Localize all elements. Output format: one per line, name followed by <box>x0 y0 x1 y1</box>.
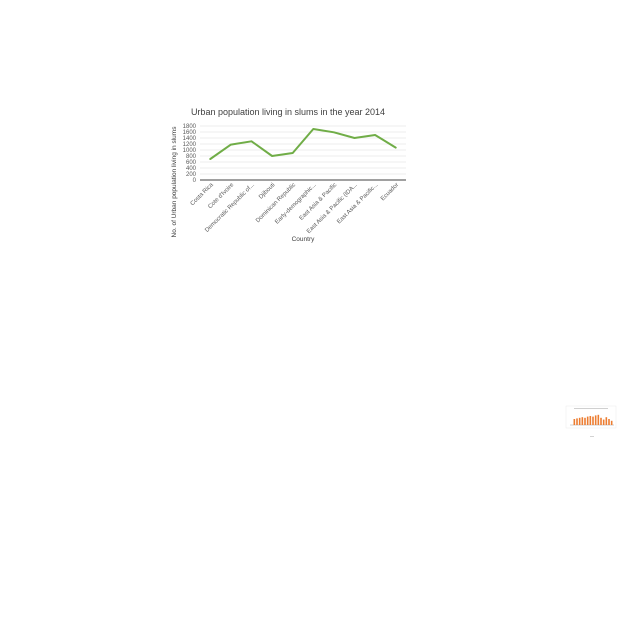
thumbnail-title-placeholder <box>574 408 608 409</box>
thumbnail-bar-chart <box>565 405 617 437</box>
x-tick-label: East Asia & Pacific... <box>336 182 379 225</box>
thumbnail-bar <box>586 416 589 425</box>
y-tick-label: 600 <box>186 160 197 166</box>
thumbnail-bar <box>594 415 597 425</box>
thumbnail-bar <box>581 417 584 425</box>
y-tick-label: 0 <box>193 178 197 184</box>
y-axis-title: No. of Urban population living in slums <box>171 126 178 238</box>
thumbnail-axis-title-placeholder <box>590 436 594 437</box>
thumbnail-bar <box>597 414 600 425</box>
series-line <box>209 128 397 160</box>
chart-title: Urban population living in slums in the … <box>191 107 385 117</box>
y-tick-label: 1600 <box>183 130 197 136</box>
gridlines <box>200 125 406 175</box>
x-tick-label: Ecuador <box>380 182 400 202</box>
thumbnail-bar <box>610 420 613 425</box>
thumbnail-bar <box>592 416 594 425</box>
thumbnail-bar <box>605 417 608 425</box>
thumbnail-bar <box>573 419 576 425</box>
thumbnail-bar <box>602 419 605 425</box>
y-tick-label: 1400 <box>183 136 197 142</box>
x-tick-label: Djibouti <box>258 182 276 200</box>
y-tick-label: 1800 <box>183 124 197 130</box>
y-tick-label: 400 <box>186 166 197 172</box>
x-axis-title: Country <box>292 236 316 243</box>
thumbnail-bar <box>589 416 592 425</box>
thumbnail-bar <box>576 418 578 425</box>
thumbnail-bar <box>584 417 586 425</box>
y-tick-label: 200 <box>186 172 197 178</box>
x-tick-label: Dominican Republic <box>255 182 297 224</box>
thumbnail-bar <box>578 417 581 425</box>
thumbnail-bars <box>573 414 613 425</box>
thumbnail-bar <box>600 417 602 425</box>
thumbnail-bar <box>608 419 610 425</box>
y-tick-label: 800 <box>186 154 197 160</box>
y-tick-label: 1000 <box>183 148 197 154</box>
y-tick-label: 1200 <box>183 142 197 148</box>
x-tick-label: East Asia & Pacific <box>299 182 339 222</box>
